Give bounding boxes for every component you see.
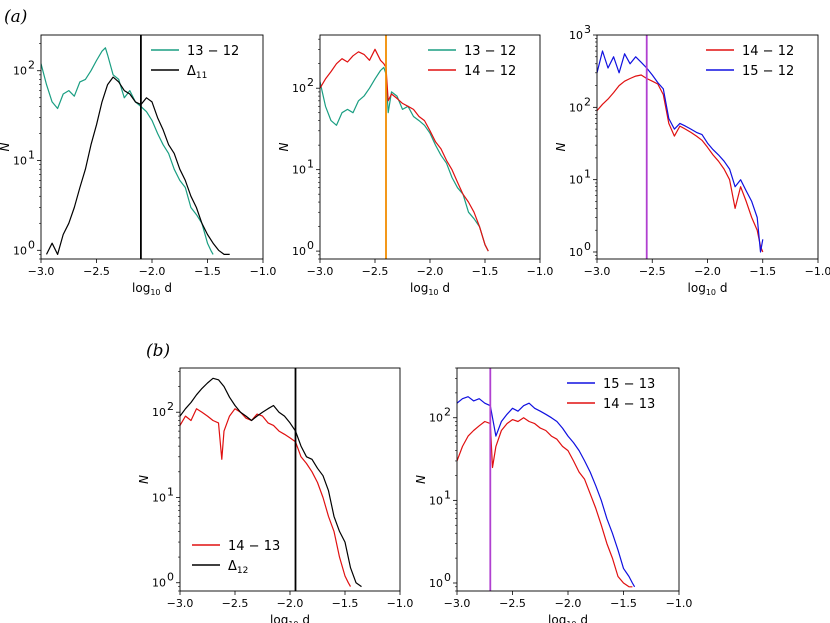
y-tick-label: 10 bbox=[13, 65, 27, 78]
series-line-1 bbox=[41, 47, 214, 255]
y-tick-label: 10 bbox=[429, 577, 443, 590]
y-tick-label: 10 bbox=[292, 82, 306, 95]
x-tick-label: −1.5 bbox=[749, 265, 776, 278]
x-tick-label: −1.0 bbox=[666, 597, 693, 610]
legend-label-2: 15 − 12 bbox=[742, 64, 794, 79]
x-axis-label: log10 d bbox=[548, 613, 588, 623]
y-tick-label: 10 bbox=[292, 245, 306, 258]
x-tick-label: −1.0 bbox=[527, 265, 554, 278]
x-tick-label: −2.0 bbox=[139, 265, 166, 278]
y-tick-label: 10 bbox=[292, 164, 306, 177]
series-line-2 bbox=[45, 76, 230, 255]
y-tick-exponent: 3 bbox=[584, 23, 591, 36]
y-tick-label: 10 bbox=[13, 244, 27, 257]
axes-frame bbox=[40, 34, 264, 260]
x-tick-label: −2.5 bbox=[639, 265, 666, 278]
panel-label-a: (a) bbox=[4, 7, 27, 27]
x-axis-label: log10 d bbox=[410, 281, 450, 297]
x-tick-label: −2.5 bbox=[362, 265, 389, 278]
series-line-1 bbox=[320, 66, 489, 252]
series-line-1 bbox=[180, 408, 352, 587]
y-tick-exponent: 2 bbox=[307, 76, 314, 89]
x-tick-label: −2.0 bbox=[417, 265, 444, 278]
y-tick-exponent: 0 bbox=[307, 239, 314, 252]
x-tick-label: −1.0 bbox=[387, 597, 414, 610]
series-line-2 bbox=[320, 48, 489, 252]
x-axis-label: log10 d bbox=[270, 613, 310, 623]
y-tick-label: 10 bbox=[152, 577, 166, 590]
y-axis-label: N bbox=[277, 142, 291, 151]
series-line-1 bbox=[597, 74, 764, 253]
series-line-2 bbox=[597, 50, 764, 253]
x-tick-label: −3.0 bbox=[444, 597, 471, 610]
x-tick-label: −2.0 bbox=[694, 265, 721, 278]
y-tick-exponent: 1 bbox=[307, 158, 314, 171]
y-tick-label: 10 bbox=[569, 29, 583, 42]
legend-label-1: 13 − 12 bbox=[464, 44, 516, 59]
y-tick-exponent: 2 bbox=[444, 406, 451, 419]
x-tick-label: −3.0 bbox=[167, 597, 194, 610]
legend-label-1: 15 − 13 bbox=[603, 377, 655, 392]
x-tick-label: −3.0 bbox=[584, 265, 611, 278]
x-tick-label: −2.5 bbox=[83, 265, 110, 278]
axes-frame bbox=[179, 367, 401, 592]
y-tick-exponent: 2 bbox=[167, 400, 174, 413]
x-tick-label: −1.0 bbox=[805, 265, 830, 278]
y-axis-label: N bbox=[554, 142, 568, 151]
y-tick-label: 10 bbox=[569, 101, 583, 114]
legend-label-1: 14 − 13 bbox=[228, 539, 280, 554]
y-tick-label: 10 bbox=[569, 174, 583, 187]
x-tick-label: −2.5 bbox=[222, 597, 249, 610]
y-axis-label: N bbox=[137, 475, 151, 484]
x-tick-label: −1.5 bbox=[194, 265, 221, 278]
y-axis-label: N bbox=[414, 475, 428, 484]
legend-label-2: Δ11 bbox=[187, 64, 207, 81]
x-axis-label: log10 d bbox=[688, 281, 728, 297]
x-tick-label: −2.5 bbox=[499, 597, 526, 610]
y-tick-exponent: 0 bbox=[584, 240, 591, 253]
series-line-1 bbox=[457, 396, 636, 588]
y-tick-exponent: 0 bbox=[444, 571, 451, 584]
x-tick-label: −3.0 bbox=[28, 265, 55, 278]
legend-label-2: Δ12 bbox=[228, 559, 248, 576]
x-axis-label: log10 d bbox=[132, 281, 172, 297]
y-tick-exponent: 1 bbox=[444, 488, 451, 501]
series-line-2 bbox=[457, 417, 633, 588]
x-tick-label: −1.5 bbox=[472, 265, 499, 278]
legend-label-2: 14 − 13 bbox=[603, 397, 655, 412]
y-tick-exponent: 0 bbox=[28, 238, 35, 251]
y-tick-exponent: 0 bbox=[167, 571, 174, 584]
y-tick-label: 10 bbox=[152, 491, 166, 504]
legend-label-1: 14 − 12 bbox=[742, 44, 794, 59]
x-tick-label: −2.0 bbox=[277, 597, 304, 610]
x-tick-label: −1.5 bbox=[610, 597, 637, 610]
series-line-2 bbox=[180, 377, 362, 588]
x-tick-label: −1.0 bbox=[250, 265, 277, 278]
x-tick-label: −1.5 bbox=[332, 597, 359, 610]
y-tick-label: 10 bbox=[152, 406, 166, 419]
y-tick-exponent: 2 bbox=[584, 95, 591, 108]
legend-label-2: 14 − 12 bbox=[464, 64, 516, 79]
y-tick-label: 10 bbox=[429, 412, 443, 425]
x-tick-label: −3.0 bbox=[307, 265, 334, 278]
y-tick-exponent: 2 bbox=[28, 59, 35, 72]
y-tick-exponent: 1 bbox=[28, 149, 35, 162]
y-tick-exponent: 1 bbox=[167, 485, 174, 498]
y-tick-label: 10 bbox=[429, 494, 443, 507]
y-axis-label: N bbox=[0, 142, 12, 151]
panel-label-b: (b) bbox=[146, 341, 170, 361]
y-tick-label: 10 bbox=[13, 155, 27, 168]
y-tick-label: 10 bbox=[569, 246, 583, 259]
legend-label-1: 13 − 12 bbox=[187, 44, 239, 59]
y-tick-exponent: 1 bbox=[584, 168, 591, 181]
x-tick-label: −2.0 bbox=[555, 597, 582, 610]
